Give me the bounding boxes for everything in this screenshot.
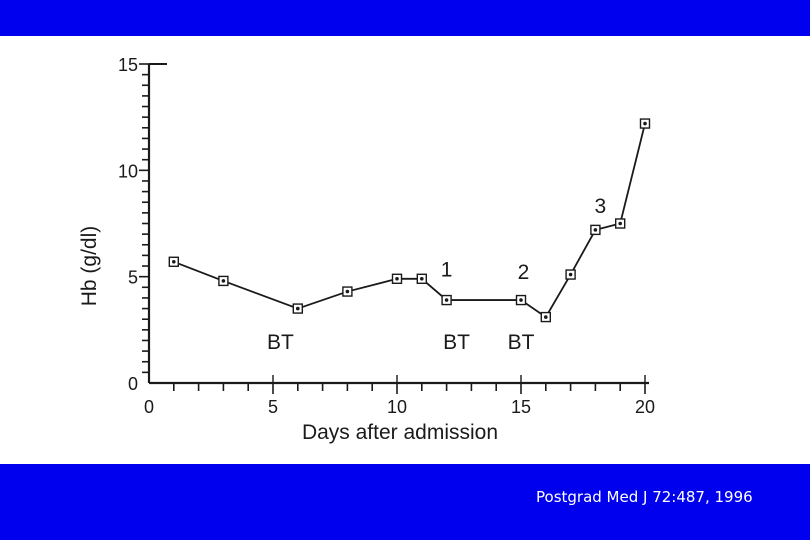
data-point-dot [420, 276, 424, 281]
data-point [639, 118, 651, 129]
annotation: BT [267, 331, 294, 354]
data-point-dot [345, 289, 350, 294]
data-point-dot [444, 298, 449, 302]
data-point-dot [296, 306, 300, 311]
series-line [173, 123, 646, 319]
annotation: 3 [595, 195, 607, 218]
chart-panel: 0 5 10 15 20 0 5 10 15 BT BT BT 1 2 3 Days after admi… [0, 36, 810, 464]
annotation: 1 [441, 259, 453, 282]
data-point-dot [395, 276, 399, 281]
annotations: BT BT BT 1 2 3 [267, 195, 606, 354]
x-tick-label: 10 [387, 397, 407, 417]
data-point [218, 275, 229, 287]
data-point-dot [618, 221, 622, 226]
data-point-dot [568, 272, 573, 277]
data-point-dot [172, 259, 176, 264]
annotation: BT [443, 331, 470, 354]
data-point [416, 273, 427, 284]
data-point-dot [519, 298, 523, 302]
hb-line-chart: 0 5 10 15 20 0 5 10 15 BT BT BT 1 2 3 Days after admi… [78, 55, 655, 444]
data-point [565, 269, 576, 280]
x-tick-label: 20 [635, 397, 655, 417]
data-point [342, 286, 353, 297]
data-point [168, 256, 180, 267]
data-point-dot [593, 228, 598, 232]
x-tick-label: 15 [511, 397, 531, 417]
data-point [615, 218, 626, 229]
x-tick-label: 5 [268, 397, 278, 417]
x-tick-label: 0 [144, 397, 154, 417]
y-axis-label: Hb (g/dl) [78, 226, 101, 307]
data-point-dot [544, 315, 548, 319]
y-tick-label: 10 [118, 161, 138, 181]
y-tick-label: 0 [128, 374, 138, 394]
data-point [540, 311, 551, 323]
data-point [590, 224, 601, 236]
axes [147, 63, 649, 385]
series [168, 118, 651, 323]
data-point [441, 294, 452, 306]
data-point-dot [643, 121, 647, 126]
y-tick-label: 5 [128, 268, 138, 288]
data-point [391, 273, 403, 284]
data-point [292, 303, 303, 314]
x-axis-label: Days after admission [302, 421, 498, 444]
data-point-dot [221, 279, 226, 283]
y-tick-label: 15 [118, 55, 138, 75]
annotation: 2 [518, 261, 530, 284]
annotation: BT [508, 331, 535, 354]
ticks: 0 5 10 15 20 0 5 10 15 [118, 55, 655, 417]
data-point [515, 294, 527, 306]
citation: Postgrad Med J 72:487, 1996 [536, 488, 753, 506]
